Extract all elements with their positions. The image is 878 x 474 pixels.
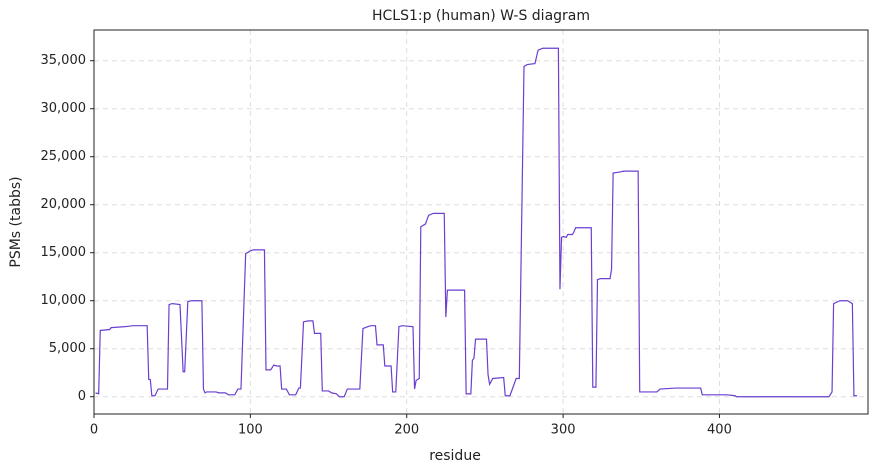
plot-frame bbox=[93, 29, 869, 415]
x-tick-label: 0 bbox=[90, 423, 98, 438]
data-line bbox=[95, 47, 858, 398]
x-tick-label: 100 bbox=[238, 423, 263, 438]
y-tick-label: 10,000 bbox=[41, 293, 87, 308]
y-tick-label: 5,000 bbox=[49, 341, 86, 356]
y-tick-label: 35,000 bbox=[41, 53, 87, 68]
x-tick-label: 200 bbox=[394, 423, 419, 438]
y-tick-label: 20,000 bbox=[41, 197, 87, 212]
x-axis-label: residue bbox=[429, 448, 481, 464]
y-tick-label: 0 bbox=[78, 389, 86, 404]
y-tick-label: 15,000 bbox=[41, 245, 87, 260]
y-axis-label: PSMs (tabbs) bbox=[8, 176, 24, 267]
x-tick-label: 400 bbox=[707, 423, 732, 438]
y-tick-label: 30,000 bbox=[41, 101, 87, 116]
y-tick-label: 25,000 bbox=[41, 149, 87, 164]
x-tick-label: 300 bbox=[551, 423, 576, 438]
chart-title: HCLS1:p (human) W-S diagram bbox=[372, 8, 590, 24]
